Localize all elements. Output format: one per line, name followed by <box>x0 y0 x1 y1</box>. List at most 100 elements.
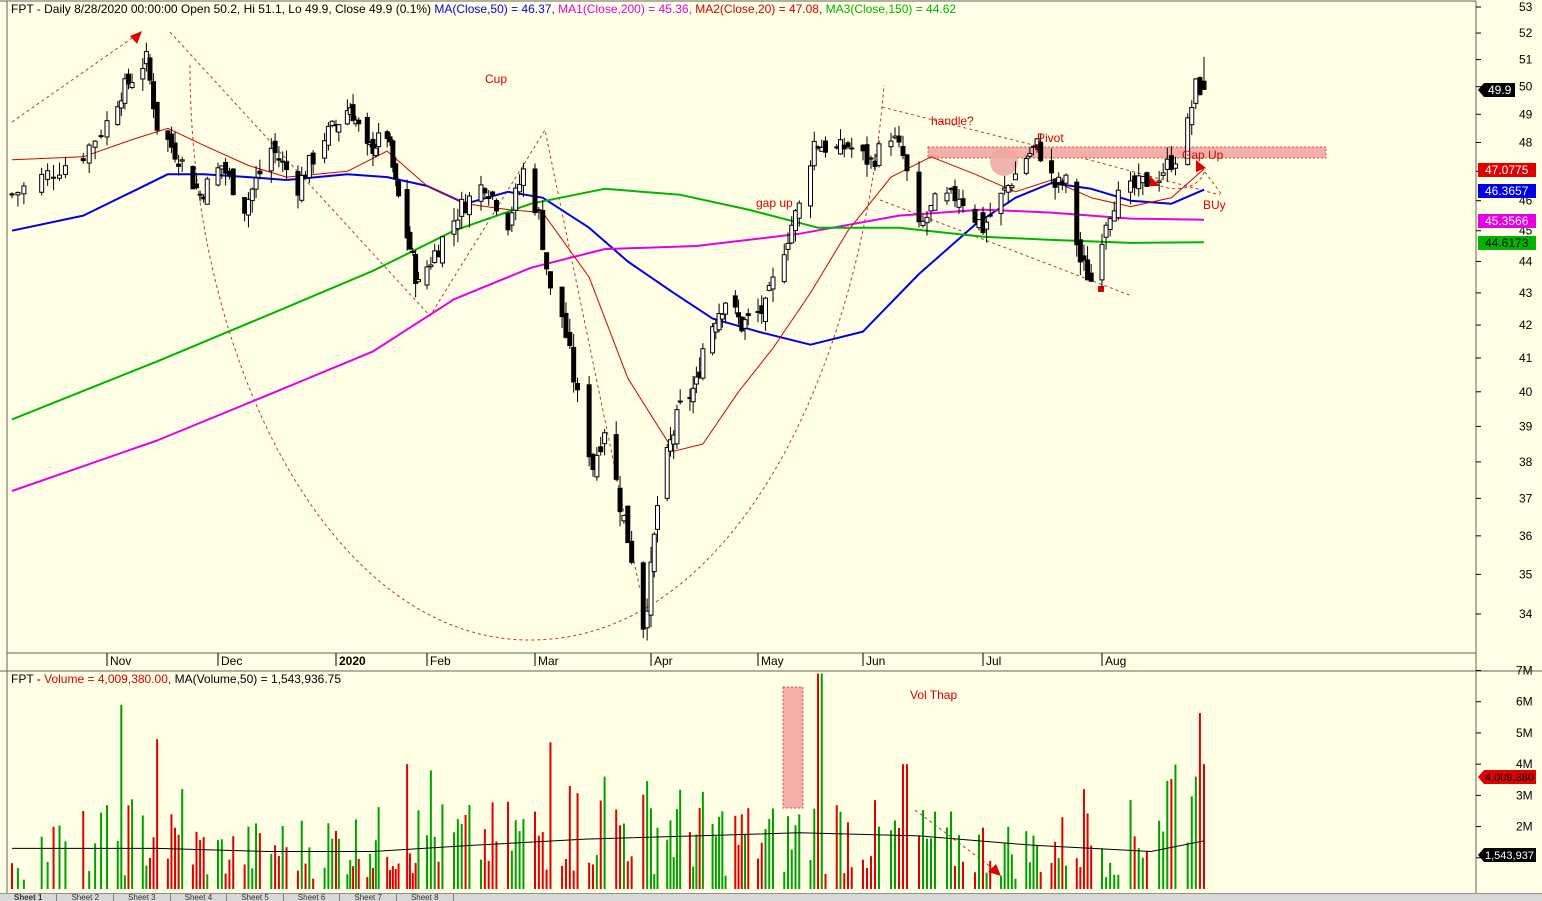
volume-ma <box>12 832 1205 853</box>
arrow-volume <box>988 864 1001 876</box>
volume-bar <box>930 838 932 889</box>
sheet-tab-8[interactable]: Sheet 8 <box>397 894 454 901</box>
volume-bar <box>281 826 284 889</box>
volume-trendline <box>914 809 996 871</box>
candle-body <box>547 271 553 289</box>
svg-text:46.3657: 46.3657 <box>1485 184 1529 198</box>
candle-body <box>21 185 27 195</box>
pivot-zone <box>927 146 1327 159</box>
candle-body <box>509 212 515 226</box>
volume-bar <box>394 868 397 889</box>
volume-bar <box>1014 878 1017 889</box>
volume-bar <box>243 864 246 889</box>
volume-bar <box>195 831 198 889</box>
candle-body <box>1063 174 1069 184</box>
volume-bar <box>1082 789 1085 889</box>
candle-body <box>648 561 654 616</box>
volume-bar <box>646 781 649 889</box>
candle-body <box>723 302 729 315</box>
volume-bar <box>228 859 231 889</box>
candle-body <box>249 188 255 202</box>
volume-bar <box>491 802 494 889</box>
candle-body <box>439 236 445 264</box>
volume-bar <box>352 866 355 889</box>
candle-body <box>1144 172 1150 187</box>
x-tick-label: 2020 <box>339 654 366 668</box>
volume-bar <box>510 850 513 889</box>
volume-bar <box>820 673 823 889</box>
volume-bar <box>1129 800 1132 889</box>
candle-body <box>571 346 577 383</box>
volume-bar <box>487 860 490 889</box>
volume-bar <box>576 793 579 889</box>
volume-bar <box>22 879 25 889</box>
volume-bar <box>760 842 763 889</box>
candle-body <box>952 186 958 202</box>
volume-bar <box>906 764 908 889</box>
price-tick-label: 43 <box>1519 286 1533 300</box>
candle-body <box>168 133 174 148</box>
candle-body <box>613 434 619 480</box>
volume-bar <box>839 811 842 889</box>
candle-body <box>1088 272 1094 282</box>
volume-bar <box>1000 875 1003 889</box>
volume-bar <box>701 791 704 889</box>
volume-bar <box>255 823 258 889</box>
candle-body <box>920 220 926 226</box>
candle-body <box>629 540 635 563</box>
volume-bar <box>850 867 853 889</box>
candle-body <box>651 533 657 573</box>
volume-bar <box>588 862 591 889</box>
candle-body <box>677 400 683 403</box>
sheet-tab-7[interactable]: Sheet 7 <box>340 894 397 901</box>
price-tick-label: 39 <box>1519 419 1533 433</box>
volume-bar <box>181 789 184 889</box>
candle-body <box>364 116 370 144</box>
volume-bar <box>156 739 159 889</box>
volume-bar <box>483 829 486 889</box>
volume-bar <box>174 827 177 889</box>
volume-tick-label: 7M <box>1516 664 1533 678</box>
candle-body <box>482 188 488 194</box>
candle-body <box>984 221 990 230</box>
candle-body <box>667 439 673 452</box>
volume-bar <box>141 815 144 889</box>
candle-body <box>15 191 21 196</box>
badge-ma20: 47.0775 <box>1478 163 1536 177</box>
sheet-tab-4[interactable]: Sheet 4 <box>171 894 228 901</box>
volume-bar <box>116 840 119 889</box>
volume-bar <box>206 874 209 889</box>
badge-ma50: 46.3657 <box>1478 184 1536 198</box>
volume-bar <box>656 827 659 889</box>
volume-bar <box>1025 831 1028 889</box>
volume-bar <box>391 866 394 889</box>
candle-body <box>322 140 328 159</box>
volume-bar <box>1137 848 1140 889</box>
volume-bar <box>1075 858 1078 889</box>
volume-bar <box>695 834 698 889</box>
volume-bar <box>58 825 61 889</box>
volume-bar <box>982 827 984 889</box>
candle-body <box>98 135 104 138</box>
sheet-tab-5[interactable]: Sheet 5 <box>227 894 284 901</box>
volume-bar <box>666 839 669 889</box>
volume-bar <box>106 805 108 889</box>
candle-body <box>785 242 791 250</box>
volume-bar <box>744 834 747 889</box>
price-tick-label: 52 <box>1519 26 1533 40</box>
badge-ma200: 45.3566 <box>1478 214 1536 228</box>
volume-bar <box>772 808 774 889</box>
candle-body <box>1074 181 1080 246</box>
sheet-tab-2[interactable]: Sheet 2 <box>57 894 115 901</box>
candle-body <box>1012 173 1018 181</box>
volume-bar <box>549 742 552 889</box>
candle-body <box>1023 157 1029 174</box>
candle-body <box>404 189 410 239</box>
candle-body <box>310 152 316 165</box>
volume-bar <box>148 857 151 889</box>
sheet-tab-3[interactable]: Sheet 3 <box>114 894 171 901</box>
sheet-tab-6[interactable]: Sheet 6 <box>284 894 341 901</box>
sheet-tab-1[interactable]: Sheet 1 <box>0 894 58 901</box>
volume-bar <box>902 764 904 889</box>
